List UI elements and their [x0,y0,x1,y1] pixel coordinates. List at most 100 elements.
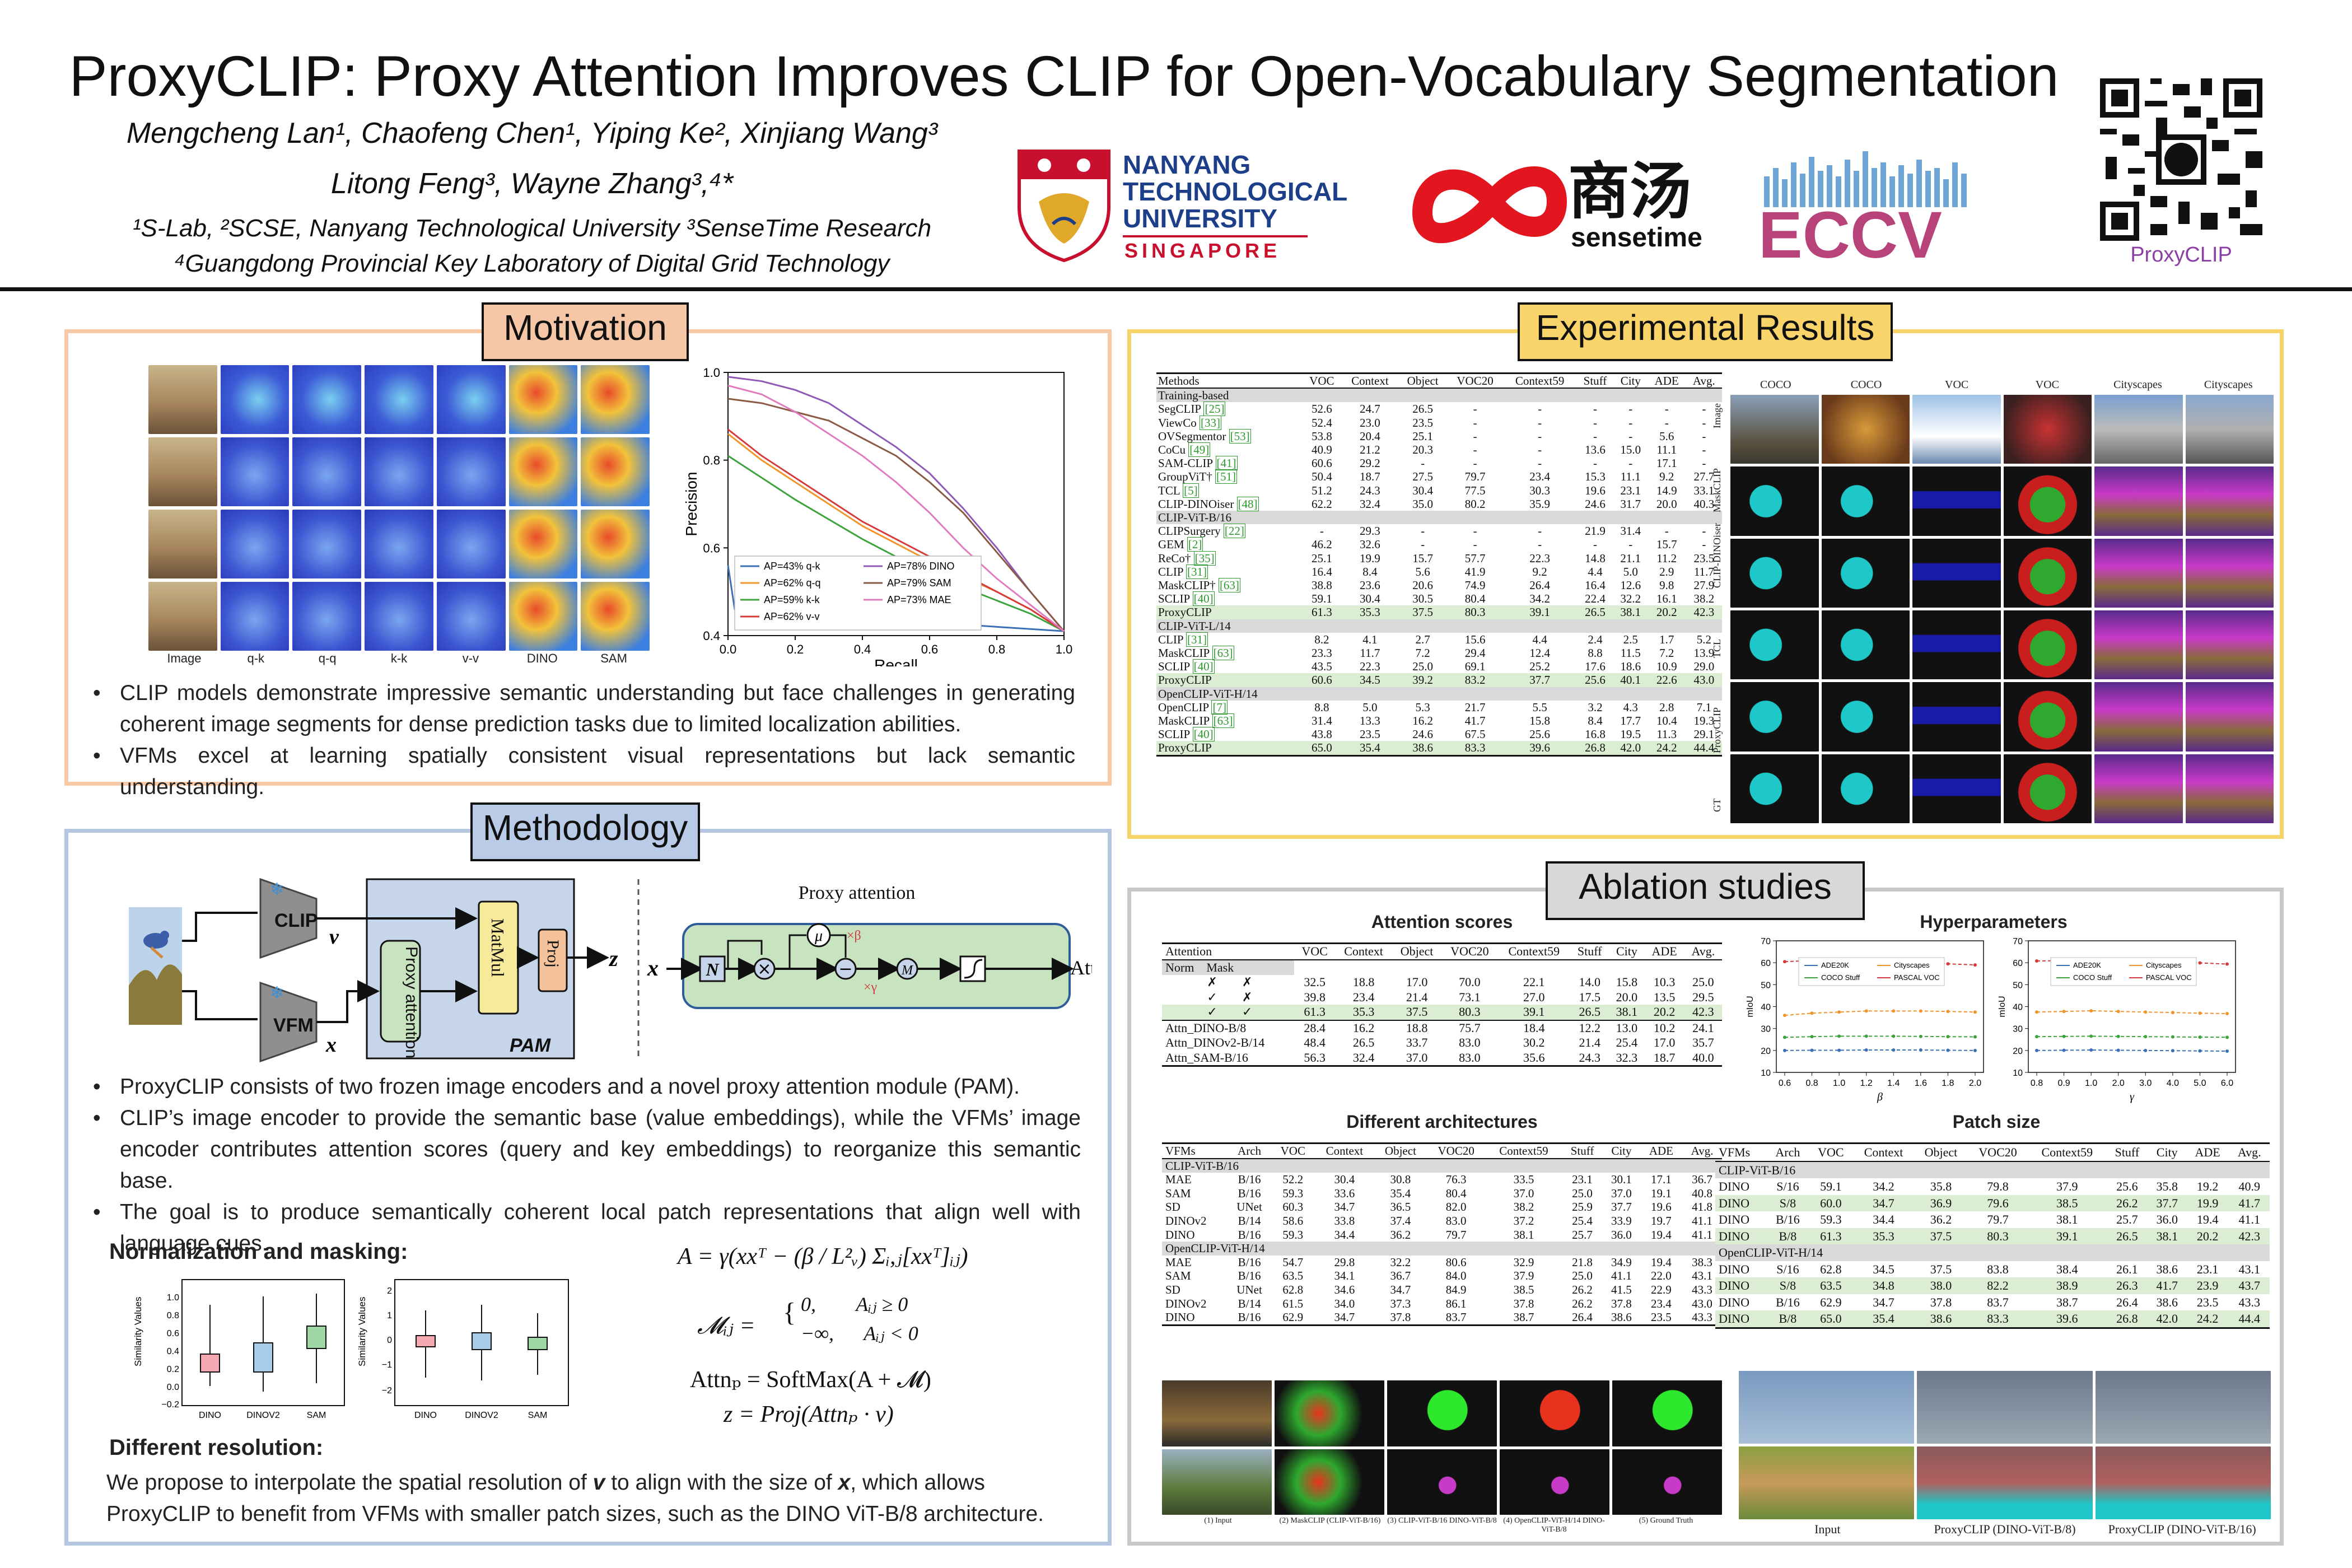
table-cell: 80.3 [1441,1005,1498,1020]
table-cell: 9.2 [1532,564,1547,578]
segmentation-tile [1500,1380,1609,1446]
table-cell: - [1702,524,1706,538]
heatmap-label: Image [167,651,202,665]
citation-link[interactable]: [63] [1218,578,1240,593]
table-cell: 26.8 [2106,1310,2148,1329]
citation-link[interactable]: [40] [1192,659,1215,674]
table-cell: 50.4 [1311,470,1332,484]
citation-link[interactable]: [41] [1215,456,1238,471]
citation-link[interactable]: [25] [1203,402,1226,417]
table-cell: 34.5 [1873,1262,1894,1276]
citation-link[interactable]: [31] [1186,632,1208,647]
legend-entry: AP=78% DINO [887,561,955,572]
citation-link[interactable]: [40] [1192,727,1215,742]
table-cell: 13.6 [1585,443,1606,457]
table-header-cell: VOC20 [1447,372,1504,389]
citation-link[interactable]: [33] [1199,415,1221,430]
citation-link[interactable]: [35] [1193,550,1216,566]
table-cell: 36.7 [1692,1173,1712,1187]
citation-link[interactable]: [22] [1223,524,1245,539]
table-cell: - [1473,538,1477,552]
citation-link[interactable]: [31] [1186,564,1208,579]
table-cell: 84.0 [1445,1269,1467,1283]
table-cell: 26.5 [1412,402,1434,416]
table-cell: 83.7 [1987,1295,2009,1309]
equation-z: z = Proj(Attnₚ · v) [724,1402,894,1427]
patch-size-title: Patch size [1952,1112,2041,1132]
table-cell: 23.1 [2196,1262,2219,1276]
table-cell: 37.5 [1914,1228,1968,1244]
table-cell: 83.8 [1987,1262,2009,1276]
method-name: ViewCo [33] [1158,415,1221,430]
table-cell: 48.4 [1304,1035,1326,1049]
citation-link[interactable]: [63] [1212,646,1234,661]
qualitative-caption: ProxyCLIP (DINO-ViT-B/16) [2108,1522,2256,1536]
chart-legend [734,556,982,631]
series-line [1784,1035,1976,1038]
table-row: DINO B/16 62.9 34.7 37.8 83.7 38.7 26.4 38.6 23.5… [1715,1294,2270,1311]
citation-link[interactable]: [48] [1236,496,1259,511]
table-cell: 33.1 [1693,483,1715,497]
equation-m-case2: −∞, Aᵢⱼ < 0 [801,1322,918,1345]
boxplot-ytick: −0.2 [161,1400,179,1410]
table-row: DINOv2 B/14 58.6 33.8 37.4 83.0 37.2 25.4 33.9 19… [1162,1214,1722,1228]
qualitative-caption: ProxyCLIP (DINO-ViT-B/8) [1934,1522,2076,1536]
method-name: MaskCLIP† [63] [1158,578,1240,593]
experimental-heading: Experimental Results [1518,302,1893,361]
table-cell: 26.8 [1576,741,1614,757]
attention-scores-table: Attention VOC Context Object VOC20 Context59 S… [1162,942,1722,1067]
segmentation-tile [1730,538,1819,608]
series-line [727,376,1065,632]
segmentation-tile [1162,1449,1272,1515]
table-cell: 25.1 [1412,429,1434,443]
input-image-tile [148,365,217,434]
table-cell: 44.4 [1686,741,1722,757]
table-cell: 20.0 [1616,990,1638,1004]
series-point [1810,1035,1814,1039]
table-header-cell: Methods [1156,372,1303,389]
table-cell: 83.0 [1445,1214,1467,1228]
attention-map-tile [220,365,290,434]
citation-link[interactable]: [49] [1188,442,1211,458]
table-cell: 1.7 [1659,632,1674,646]
table-row: DINO B/16 59.3 34.4 36.2 79.7 38.1 25.7 36.0 19.4… [1715,1211,2270,1228]
series-point [2089,1009,2093,1012]
table-row: ViewCo [33] 52.4 23.0 23.5 - - - - - - [1156,415,1722,430]
table-cell: 37.4 [1390,1214,1411,1228]
citation-link[interactable]: [63] [1212,713,1234,729]
table-row: SAM B/16 63.5 34.1 36.7 84.0 37.9 25.0 41.1 22.0 4… [1162,1269,1722,1283]
arch-name: B/16 [1238,1255,1261,1269]
citation-link[interactable]: [7] [1211,699,1228,715]
table-cell: 76.3 [1445,1173,1467,1187]
table-cell: - [1664,524,1669,538]
citation-link[interactable]: [53] [1229,428,1251,444]
table-cell: 17.6 [1585,660,1606,674]
series-point [1946,1010,1950,1014]
table-row: ✓ ✗ 39.8 23.4 21.4 73.1 27.0 17.5 20.0 13.5 29.5 [1162,990,1722,1005]
attention-map-tile [581,582,650,651]
table-cell: 41.5 [1611,1282,1632,1296]
qr-code[interactable] [2100,78,2262,241]
table-cell: 59.3 [1820,1212,1842,1226]
table-cell: 31.4 [1311,714,1332,728]
legend-entry: ADE20K [1821,961,1849,969]
citation-link[interactable]: [51] [1215,469,1237,484]
citation-link[interactable]: [40] [1192,591,1215,606]
citation-link[interactable]: [5] [1183,483,1199,498]
citation-link[interactable]: [2] [1187,537,1203,552]
table-cell: 59.1 [1311,592,1332,606]
method-name: OpenCLIP [7] [1158,699,1228,715]
table-header-cell: Context [1314,1142,1375,1159]
table-cell: 40.9 [1311,443,1332,457]
table-cell: 26.2 [1572,1296,1593,1310]
hyperparameters-title: Hyperparameters [1920,912,2068,932]
table-cell: - [1473,429,1477,443]
sensetime-infinity-icon: 商汤 sensetime [1412,156,1702,253]
table-cell: 5.6 [1659,429,1674,443]
series-line [2036,1010,2228,1015]
method-name: CLIP [31] [1158,564,1208,579]
table-cell: 4.4 [1588,564,1603,578]
table-cell: 22.3 [1360,660,1380,674]
table-cell: 18.8 [1352,975,1375,989]
table-cell: 34.5 [1341,673,1399,687]
